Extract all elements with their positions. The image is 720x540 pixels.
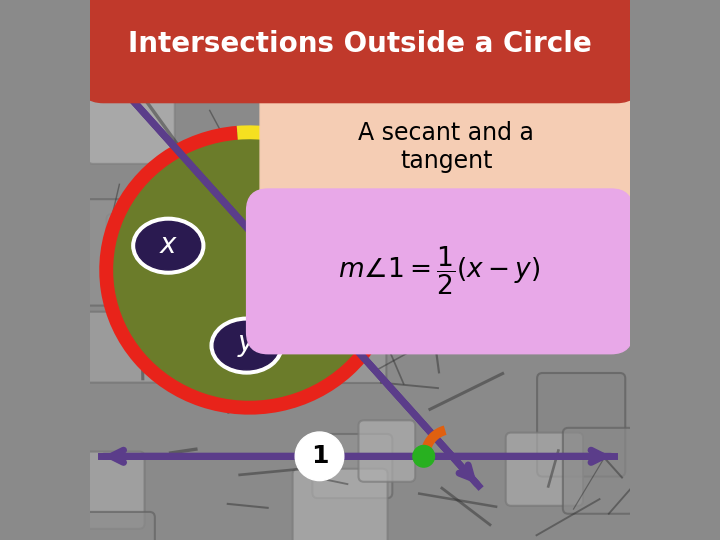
Ellipse shape (215, 321, 279, 370)
FancyBboxPatch shape (73, 512, 155, 540)
FancyBboxPatch shape (445, 40, 512, 127)
FancyBboxPatch shape (315, 241, 428, 342)
FancyBboxPatch shape (79, 0, 641, 103)
FancyBboxPatch shape (292, 469, 387, 540)
FancyBboxPatch shape (135, 269, 223, 363)
Ellipse shape (132, 217, 204, 274)
FancyBboxPatch shape (503, 85, 581, 165)
FancyBboxPatch shape (577, 140, 635, 203)
Text: $x$: $x$ (158, 232, 178, 259)
FancyBboxPatch shape (379, 0, 450, 66)
FancyBboxPatch shape (283, 316, 387, 383)
Text: Intersections Outside a Circle: Intersections Outside a Circle (128, 30, 592, 58)
FancyBboxPatch shape (120, 38, 243, 94)
FancyBboxPatch shape (505, 433, 583, 506)
FancyBboxPatch shape (563, 428, 634, 514)
FancyBboxPatch shape (293, 83, 401, 136)
Ellipse shape (136, 221, 201, 270)
Ellipse shape (210, 317, 283, 374)
FancyBboxPatch shape (246, 189, 633, 354)
FancyBboxPatch shape (154, 0, 279, 68)
FancyBboxPatch shape (417, 289, 540, 345)
FancyBboxPatch shape (351, 239, 410, 300)
Text: A secant and a
tangent: A secant and a tangent (359, 122, 534, 173)
FancyBboxPatch shape (428, 75, 539, 118)
FancyBboxPatch shape (415, 82, 498, 130)
FancyBboxPatch shape (267, 271, 369, 348)
FancyBboxPatch shape (160, 238, 242, 312)
FancyBboxPatch shape (312, 434, 392, 498)
FancyBboxPatch shape (537, 373, 625, 476)
FancyBboxPatch shape (51, 199, 166, 306)
FancyBboxPatch shape (107, 214, 217, 301)
FancyBboxPatch shape (70, 312, 185, 383)
Circle shape (413, 446, 435, 467)
Text: $m\angle 1 = \dfrac{1}{2}(x - y)$: $m\angle 1 = \dfrac{1}{2}(x - y)$ (338, 245, 541, 298)
Circle shape (295, 432, 344, 481)
FancyBboxPatch shape (178, 183, 244, 276)
Text: $y$: $y$ (237, 332, 256, 359)
Text: 1: 1 (311, 444, 328, 468)
FancyBboxPatch shape (260, 68, 633, 227)
Ellipse shape (107, 132, 392, 408)
FancyBboxPatch shape (37, 451, 145, 529)
FancyBboxPatch shape (359, 420, 415, 482)
FancyBboxPatch shape (494, 0, 551, 83)
FancyBboxPatch shape (88, 74, 175, 164)
